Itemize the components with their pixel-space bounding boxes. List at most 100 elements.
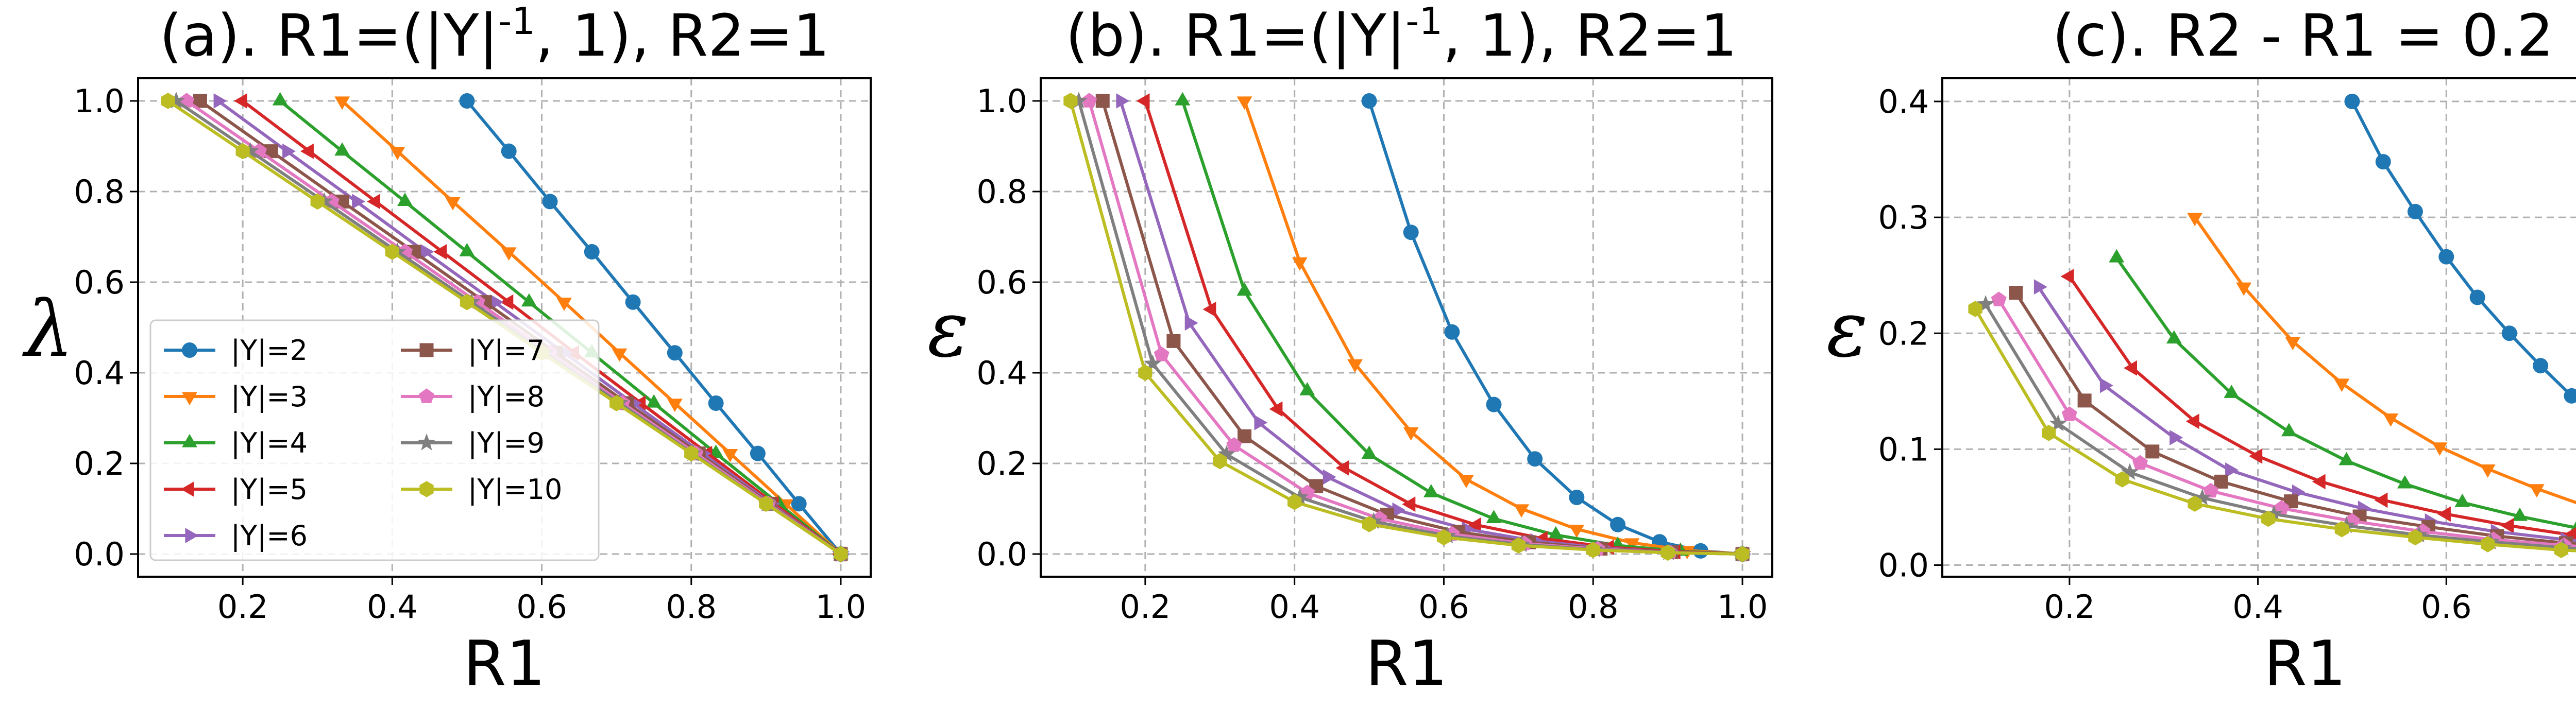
data-point — [1991, 291, 2007, 306]
data-point — [2334, 521, 2349, 538]
data-point — [667, 399, 683, 412]
data-point — [521, 293, 537, 307]
y-tick-label: 0.4 — [1878, 83, 1929, 120]
y-axis-label: λ — [22, 285, 74, 374]
data-point — [1569, 490, 1585, 505]
data-point — [2236, 282, 2252, 296]
y-axis-label: ε — [1826, 285, 1868, 374]
y-tick-label: 1.0 — [74, 82, 125, 120]
data-point — [2397, 475, 2413, 489]
y-tick-label: 0.4 — [976, 354, 1027, 392]
x-tick-label: 0.2 — [2044, 588, 2095, 626]
data-point — [1236, 282, 1252, 296]
data-point — [2049, 414, 2067, 431]
data-point — [2338, 452, 2354, 465]
data-point — [1660, 544, 1675, 561]
panel-title: (c). R2 - R1 = 0.2 — [2052, 3, 2553, 70]
data-point — [213, 93, 227, 109]
data-point — [1081, 93, 1097, 108]
data-point — [1527, 451, 1543, 467]
data-point — [1238, 429, 1252, 443]
data-point — [2454, 493, 2470, 507]
series-line — [2014, 291, 2576, 546]
data-point — [167, 92, 185, 109]
data-point — [1392, 502, 1406, 518]
data-point — [1226, 437, 1242, 452]
series-line — [2037, 286, 2576, 542]
data-point — [2224, 385, 2240, 398]
data-point — [2132, 455, 2148, 470]
legend-label: |Y|=2 — [231, 334, 308, 367]
data-point — [1291, 488, 1309, 505]
series-line — [2068, 275, 2576, 537]
x-tick-label: 0.4 — [1269, 588, 1320, 626]
data-point — [2115, 471, 2129, 488]
data-point — [1254, 415, 1268, 430]
data-point — [2145, 444, 2160, 459]
data-point — [2109, 249, 2125, 263]
y-tick-label: 0.3 — [1878, 199, 1929, 236]
data-point — [609, 395, 624, 411]
data-point — [2501, 325, 2517, 341]
data-point — [722, 449, 738, 462]
legend-marker — [185, 528, 199, 543]
data-point — [501, 247, 517, 261]
data-point — [334, 142, 350, 156]
legend-label: |Y|=7 — [468, 334, 545, 367]
data-point — [2042, 425, 2056, 441]
plot-frame — [1941, 77, 2576, 578]
data-point — [1548, 526, 1564, 540]
data-point — [1468, 517, 1481, 533]
y-tick-label: 0.6 — [74, 264, 125, 301]
legend-marker — [419, 481, 434, 497]
data-point — [389, 147, 405, 160]
legend: |Y|=2 |Y|=3 |Y|=4 |Y|=5 |Y|=6 |Y|=7 |Y|=8 |Y|=9… — [149, 319, 600, 561]
legend-marker — [417, 434, 436, 451]
y-tick-label: 0.1 — [1878, 430, 1929, 468]
y-tick-label: 0.6 — [976, 264, 1027, 301]
data-point — [2061, 406, 2077, 421]
data-point — [2564, 388, 2576, 404]
data-point — [2225, 462, 2239, 478]
data-point — [1166, 334, 1181, 348]
plot-frame — [1040, 77, 1773, 578]
data-point — [1202, 301, 1216, 317]
data-point — [2344, 94, 2360, 110]
data-point — [459, 243, 475, 256]
panel-2: 0.2 0.4 0.6 0.8 1.0 0.0 0.2 0.4 0.6 0.8 1.0 (b). R1… — [927, 0, 1773, 700]
data-point — [433, 244, 447, 260]
x-tick-label: 1.0 — [816, 588, 867, 626]
legend-marker — [182, 434, 197, 447]
data-point — [2249, 448, 2263, 464]
x-tick-label: 0.2 — [217, 588, 268, 626]
data-point — [542, 194, 558, 210]
series-line — [1069, 100, 1743, 556]
data-point — [1610, 516, 1626, 532]
data-point — [708, 395, 724, 411]
series-line — [1997, 299, 2576, 548]
data-point — [272, 92, 288, 106]
data-point — [2265, 505, 2283, 522]
data-point — [1063, 93, 1078, 109]
data-point — [584, 244, 600, 260]
data-point — [1735, 546, 1750, 562]
data-point — [2374, 492, 2388, 508]
data-point — [1095, 94, 1110, 108]
data-point — [667, 345, 683, 361]
data-point — [2312, 474, 2326, 490]
legend-marker — [182, 342, 197, 358]
data-point — [233, 93, 247, 109]
data-point — [1624, 538, 1640, 552]
data-point — [1444, 324, 1460, 340]
data-point — [1323, 469, 1336, 485]
data-point — [1569, 525, 1585, 538]
y-tick-label: 1.0 — [976, 82, 1027, 120]
panel-1: 0.2 0.4 0.6 0.8 1.0 0.0 0.2 0.4 0.6 0.8 1.0 (a). R1… — [22, 0, 872, 700]
legend-label: |Y|=5 — [231, 473, 308, 506]
legend-label: |Y|=10 — [468, 473, 562, 506]
series-line — [466, 100, 842, 555]
data-point — [367, 194, 380, 210]
data-point — [1154, 347, 1170, 361]
data-point — [264, 144, 278, 159]
